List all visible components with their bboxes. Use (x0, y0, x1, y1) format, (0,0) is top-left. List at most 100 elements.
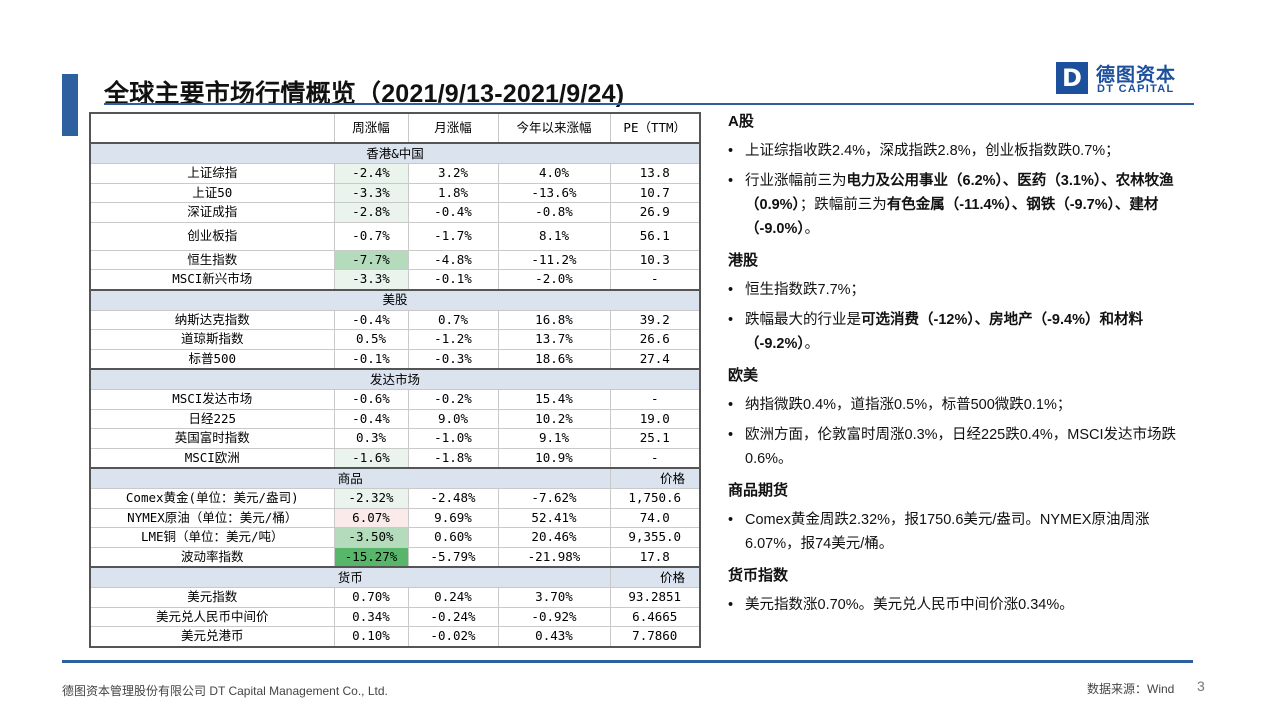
row-week: -0.4% (333, 408, 409, 429)
plain-text: 跌幅最大的行业是 (745, 312, 861, 328)
summary-bullet: 恒生指数跌7.7%； (728, 278, 1198, 302)
footer-company: 德图资本管理股份有限公司 DT Capital Management Co., … (62, 684, 388, 698)
row-last: - (609, 269, 701, 290)
row-week: -3.3% (333, 182, 409, 203)
row-ytd: 13.7% (497, 329, 611, 350)
emphasis-text: 有色金属（-11.4%）、钢铁（-9.7%）、建材（-9.0%） (745, 197, 1159, 237)
row-week: -7.7% (333, 249, 409, 270)
row-week: -0.1% (333, 348, 409, 370)
section-title: 发达市场 (89, 368, 701, 390)
plain-text: 。 (804, 336, 820, 352)
plain-text: 行业涨幅前三为 (745, 173, 847, 189)
row-month: 9.69% (407, 507, 499, 528)
row-week: -2.4% (333, 163, 409, 184)
row-name: 纳斯达克指数 (89, 309, 335, 330)
row-week: 0.3% (333, 428, 409, 449)
row-name: 创业板指 (89, 221, 335, 251)
row-ytd: 52.41% (497, 507, 611, 528)
row-week: 6.07% (333, 507, 409, 528)
row-ytd: -11.2% (497, 249, 611, 270)
section-row-currency: 货币 价格 (89, 566, 701, 588)
row-month: -0.3% (407, 348, 499, 370)
column-header-pe: PE（TTM） (609, 112, 701, 144)
row-week: 0.10% (333, 626, 409, 647)
section-title: 香港&中国 (89, 142, 701, 164)
row-month: -5.79% (407, 546, 499, 568)
row-name: 上证50 (89, 182, 335, 203)
row-ytd: 0.43% (497, 626, 611, 647)
row-last: 25.1 (609, 428, 701, 449)
market-table-container: 周涨幅 月涨幅 今年以来涨幅 PE（TTM） 香港&中国 上证综指 -2.4% … (89, 112, 701, 648)
row-month: 1.8% (407, 182, 499, 203)
title-accent-bar (62, 74, 78, 136)
row-week: -1.6% (333, 447, 409, 469)
footer-source: 数据来源：Wind (1087, 682, 1175, 696)
row-last: 1,750.6 (609, 488, 701, 509)
table-row: 恒生指数 -7.7% -4.8% -11.2% 10.3 (89, 249, 701, 270)
table-row: 上证50 -3.3% 1.8% -13.6% 10.7 (89, 182, 701, 203)
table-row: 美元兑人民币中间价 0.34% -0.24% -0.92% 6.4665 (89, 606, 701, 627)
page-number: 3 (1197, 678, 1205, 694)
row-month: -2.48% (407, 488, 499, 509)
row-last: 93.2851 (609, 587, 701, 608)
section-title: 商品 (89, 467, 611, 489)
row-name: MSCI欧洲 (89, 447, 335, 469)
row-ytd: 15.4% (497, 389, 611, 410)
emphasis-text: 电力及公用事业（6.2%）、医药（3.1%）、农林牧渔（0.9%） (745, 173, 1174, 213)
row-last: 10.7 (609, 182, 701, 203)
table-row: LME铜（单位：美元/吨） -3.50% 0.60% 20.46% 9,355.… (89, 527, 701, 548)
row-name: NYMEX原油（单位：美元/桶） (89, 507, 335, 528)
row-ytd: 10.2% (497, 408, 611, 429)
title-divider (104, 103, 1194, 105)
row-month: -1.0% (407, 428, 499, 449)
row-month: 0.24% (407, 587, 499, 608)
row-ytd: 4.0% (497, 163, 611, 184)
section-row-commodity: 商品 价格 (89, 467, 701, 489)
row-last: 9,355.0 (609, 527, 701, 548)
emphasis-text: 可选消费（-12%）、房地产（-9.4%）和材料（-9.2%） (745, 312, 1143, 352)
section-row-hk-china: 香港&中国 (89, 142, 701, 164)
row-last: - (609, 447, 701, 469)
row-name: 恒生指数 (89, 249, 335, 270)
row-last: 56.1 (609, 221, 701, 251)
row-name: 道琼斯指数 (89, 329, 335, 350)
table-row: 日经225 -0.4% 9.0% 10.2% 19.0 (89, 408, 701, 429)
row-month: -0.02% (407, 626, 499, 647)
row-name: 英国富时指数 (89, 428, 335, 449)
section-row-developed: 发达市场 (89, 368, 701, 390)
row-name: 美元兑港币 (89, 626, 335, 647)
row-last: 10.3 (609, 249, 701, 270)
row-name: 深证成指 (89, 202, 335, 223)
row-month: 0.60% (407, 527, 499, 548)
row-ytd: 9.1% (497, 428, 611, 449)
row-week: 0.34% (333, 606, 409, 627)
table-row: MSCI欧洲 -1.6% -1.8% 10.9% - (89, 447, 701, 469)
summary-bullet: Comex黄金周跌2.32%，报1750.6美元/盎司。NYMEX原油周涨6.0… (728, 508, 1198, 556)
row-ytd: 18.6% (497, 348, 611, 370)
row-month: -0.1% (407, 269, 499, 290)
plain-text: ；跌幅前三为 (799, 197, 887, 213)
section-row-us: 美股 (89, 288, 701, 311)
row-name: MSCI新兴市场 (89, 269, 335, 290)
table-row: 纳斯达克指数 -0.4% 0.7% 16.8% 39.2 (89, 309, 701, 330)
table-row: NYMEX原油（单位：美元/桶） 6.07% 9.69% 52.41% 74.0 (89, 507, 701, 528)
row-month: -1.8% (407, 447, 499, 469)
row-month: -0.4% (407, 202, 499, 223)
column-header-week: 周涨幅 (333, 112, 409, 144)
row-ytd: 3.70% (497, 587, 611, 608)
column-header-month: 月涨幅 (407, 112, 499, 144)
summary-heading-a-share: A股 (728, 113, 754, 130)
row-week: -2.32% (333, 488, 409, 509)
row-month: 9.0% (407, 408, 499, 429)
table-row: MSCI发达市场 -0.6% -0.2% 15.4% - (89, 389, 701, 410)
summary-bullet-rich: 跌幅最大的行业是可选消费（-12%）、房地产（-9.4%）和材料（-9.2%）。 (728, 308, 1198, 356)
row-last: 19.0 (609, 408, 701, 429)
row-last: 26.6 (609, 329, 701, 350)
row-name: 上证综指 (89, 163, 335, 184)
table-row: 深证成指 -2.8% -0.4% -0.8% 26.9 (89, 202, 701, 223)
table-row: 美元兑港币 0.10% -0.02% 0.43% 7.7860 (89, 626, 701, 647)
summary-bullet: 纳指微跌0.4%，道指涨0.5%，标普500微跌0.1%； (728, 393, 1198, 417)
summary-heading-fx: 货币指数 (728, 567, 789, 584)
row-week: -3.3% (333, 269, 409, 290)
row-month: 0.7% (407, 309, 499, 330)
